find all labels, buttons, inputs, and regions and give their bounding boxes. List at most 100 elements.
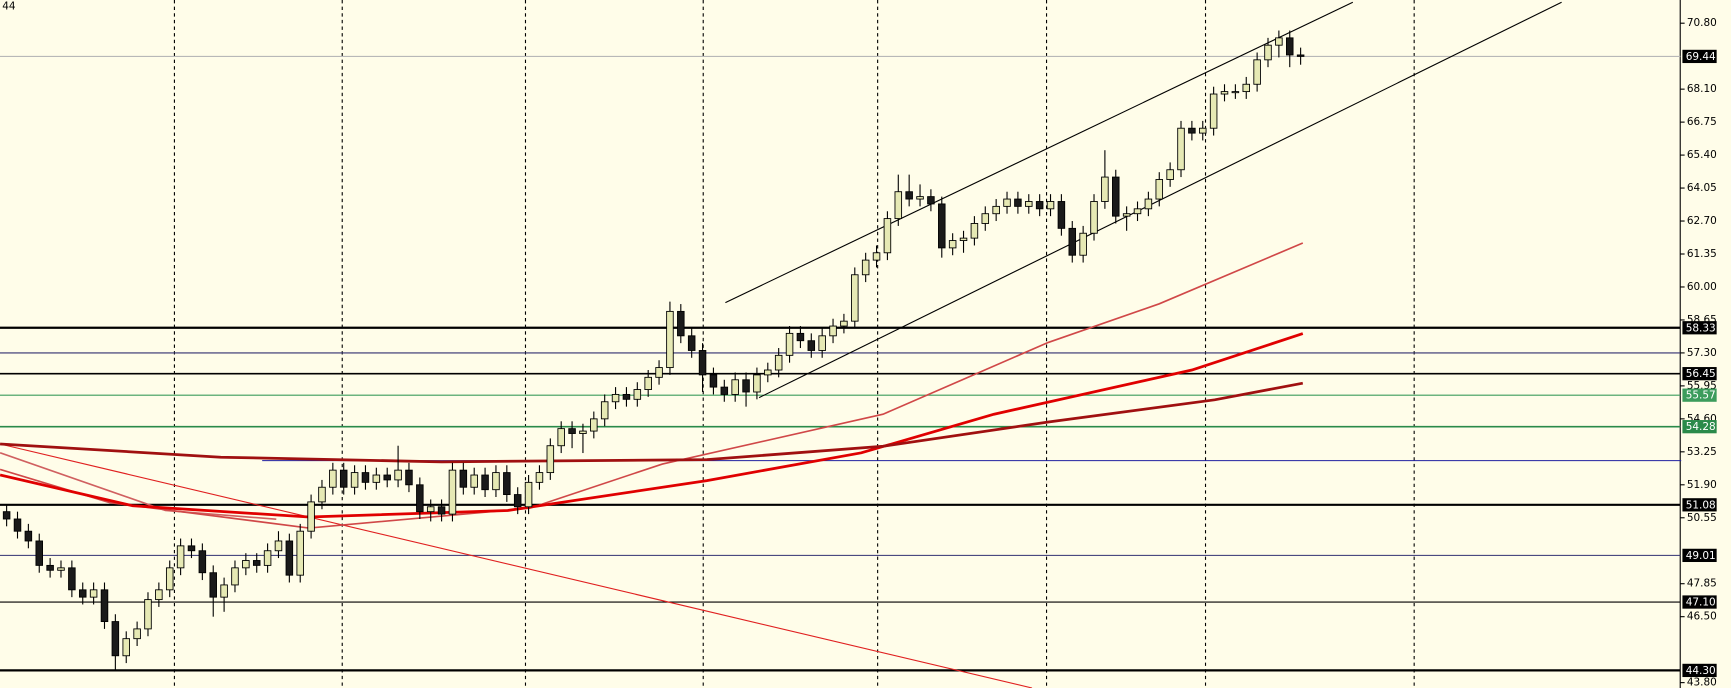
level-label: 54.28	[1686, 421, 1716, 433]
candle-body	[807, 340, 816, 351]
candle-body	[600, 401, 609, 420]
candle-body	[470, 474, 478, 488]
corner-label: 44	[2, 1, 16, 13]
candle-body	[307, 501, 315, 532]
candle-body	[24, 530, 33, 542]
candle-body	[426, 506, 435, 513]
candle-body	[1166, 169, 1174, 180]
y-tick-label: 64.05	[1687, 182, 1717, 194]
candle-body	[1079, 232, 1087, 256]
candle-body	[666, 310, 674, 369]
candle-body	[611, 393, 620, 403]
candle-body	[1101, 176, 1109, 202]
candle-body	[818, 335, 826, 351]
candle-body	[383, 474, 391, 481]
candle-body	[165, 567, 174, 591]
level-label-box	[1682, 595, 1717, 609]
candle-body	[622, 393, 631, 400]
candle-body	[894, 191, 903, 220]
y-tick-label: 57.30	[1687, 347, 1717, 359]
candle-body	[557, 428, 565, 447]
candle-body	[1014, 198, 1022, 207]
candle-body	[220, 584, 228, 598]
candle-body	[296, 530, 304, 576]
candle-body	[796, 332, 805, 342]
overlay-line	[758, 1, 1562, 399]
candle-body	[187, 545, 196, 552]
level-label: 69.44	[1686, 51, 1716, 63]
candle-body	[1296, 54, 1305, 57]
candle-body	[1199, 127, 1207, 134]
candle-body	[568, 428, 576, 434]
candle-body	[503, 472, 511, 496]
candle-body	[2, 511, 11, 520]
candle-body	[774, 354, 783, 371]
candle-body	[1057, 201, 1066, 229]
level-label: 56.45	[1686, 368, 1716, 380]
level-label: 58.33	[1686, 322, 1716, 334]
candle-body	[905, 191, 913, 200]
candle-body	[687, 335, 696, 351]
y-tick-label: 47.85	[1687, 578, 1717, 590]
candle-body	[492, 472, 500, 491]
level-label: 47.10	[1686, 597, 1716, 609]
level-label-box	[1682, 420, 1717, 434]
level-label-box	[1682, 663, 1717, 678]
level-label-box	[1682, 388, 1717, 402]
y-tick-label: 61.35	[1687, 248, 1717, 260]
candle-body	[416, 484, 424, 513]
candle-body	[1220, 91, 1229, 95]
candle-body	[405, 469, 413, 486]
y-tick-label: 70.80	[1687, 17, 1717, 29]
y-tick-label: 60.00	[1687, 281, 1717, 293]
level-label-box	[1682, 49, 1717, 64]
candle-body	[1144, 198, 1153, 210]
level-label-box	[1682, 367, 1717, 381]
candle-body	[981, 213, 990, 224]
candle-body	[872, 252, 881, 261]
candle-body	[242, 560, 250, 569]
candle-body	[1155, 179, 1164, 200]
level-label: 55.57	[1686, 390, 1716, 402]
candle-body	[459, 469, 468, 488]
candle-body	[1177, 127, 1185, 171]
candle-body	[633, 389, 642, 400]
y-tick-label: 68.10	[1687, 83, 1717, 95]
candle-body	[1003, 198, 1011, 207]
candle-body	[1242, 83, 1251, 93]
candle-body	[959, 237, 968, 242]
candle-body	[524, 481, 533, 508]
candle-body	[481, 474, 489, 491]
candle-body	[1188, 127, 1196, 134]
candle-body	[78, 589, 87, 598]
y-tick-label: 50.55	[1687, 512, 1717, 524]
level-label: 44.30	[1686, 665, 1716, 677]
candle-body	[513, 494, 522, 508]
candle-body	[785, 332, 794, 356]
overlay-line	[725, 1, 1354, 304]
overlay-line	[0, 332, 1304, 519]
candle-body	[68, 567, 76, 591]
level-label-box	[1682, 321, 1717, 335]
candle-body	[1046, 201, 1055, 210]
level-label: 51.08	[1686, 499, 1716, 511]
candle-body	[155, 589, 163, 601]
candle-body	[318, 486, 326, 503]
candle-body	[274, 540, 283, 552]
candle-body	[1025, 201, 1033, 207]
candle-body	[590, 418, 598, 432]
candle-body	[851, 274, 859, 322]
candle-body	[927, 196, 935, 205]
candle-body	[861, 259, 870, 276]
candle-body	[350, 472, 359, 488]
candle-body	[437, 506, 446, 515]
candle-body	[535, 472, 544, 483]
candle-body	[753, 374, 761, 393]
y-tick-label: 66.75	[1687, 116, 1717, 128]
candle-body	[948, 240, 957, 249]
candle-body	[89, 589, 98, 598]
candle-body	[698, 350, 707, 376]
